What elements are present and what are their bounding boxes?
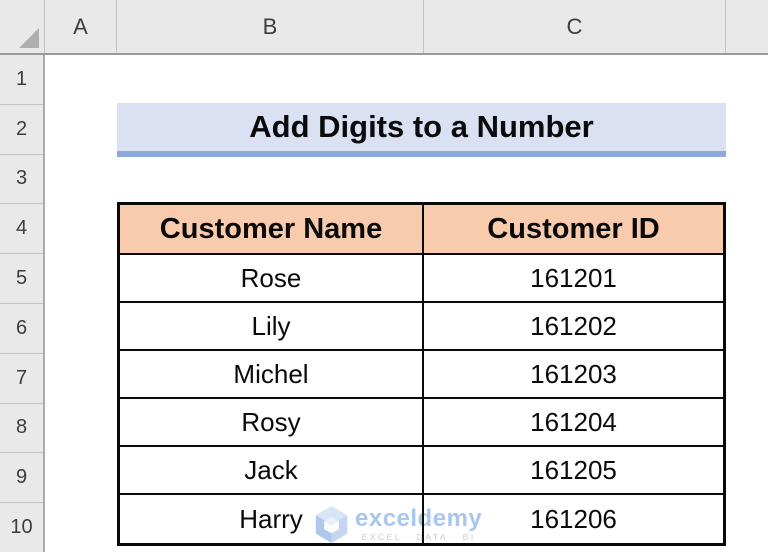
row-header-3[interactable]: 3 [0,155,43,205]
column-header-a[interactable]: A [45,0,117,53]
row-header-4[interactable]: 4 [0,204,43,255]
column-header-row: A B C [0,0,768,55]
row-header-1[interactable]: 1 [0,55,43,105]
cell-customer-name[interactable]: Rosy [120,399,424,445]
row-header-8[interactable]: 8 [0,404,43,454]
row-header-6[interactable]: 6 [0,304,43,354]
cell-customer-name[interactable]: Michel [120,351,424,397]
cell-customer-id[interactable]: 161203 [530,358,617,389]
watermark-brand: exceldemy [355,504,483,532]
cell-customer-name[interactable]: Rose [120,255,424,301]
select-all-corner[interactable] [0,0,45,53]
cell-customer-id[interactable]: 161202 [530,310,617,341]
cell-customer-id[interactable]: 161204 [530,406,617,437]
row-header-9[interactable]: 9 [0,453,43,504]
select-all-triangle-icon [19,28,39,48]
table-header-customer-name[interactable]: Customer Name [120,205,424,253]
table-header-customer-id[interactable]: Customer ID [487,212,660,245]
table-row: Lily 161202 [120,303,723,351]
cell-customer-name[interactable]: Harry [120,495,424,543]
table-row: Harry 161206 [120,495,723,543]
watermark: exceldemy EXCEL · DATA · BI [313,502,482,546]
column-header-c[interactable]: C [424,0,726,53]
table-row: Michel 161203 [120,351,723,399]
row-header-5[interactable]: 5 [0,254,43,304]
watermark-tagline: EXCEL · DATA · BI [361,531,476,542]
cell-customer-id[interactable]: 161201 [530,262,617,293]
row-header-2[interactable]: 2 [0,105,43,155]
row-header-10[interactable]: 10 [10,516,33,539]
table-header-row: Customer Name Customer ID [120,205,723,255]
row-header-column: 1 2 3 4 5 6 7 8 9 10 [0,55,45,552]
table-row: Rosy 161204 [120,399,723,447]
watermark-text: exceldemy EXCEL · DATA · BI [355,504,483,542]
column-header-b[interactable]: B [117,0,424,53]
table-row: Rose 161201 [120,255,723,303]
column-header-partial[interactable] [726,0,768,53]
cell-customer-name[interactable]: Lily [120,303,424,349]
title-cell[interactable]: Add Digits to a Number [117,103,726,157]
row-header-7[interactable]: 7 [0,354,43,404]
exceldemy-logo-icon [315,505,348,543]
cell-customer-id[interactable]: 161206 [530,503,617,534]
table-row: Jack 161205 [120,447,723,495]
customer-table: Customer Name Customer ID Rose 161201 Li… [117,202,726,546]
cell-customer-name[interactable]: Jack [120,447,424,493]
cell-customer-id[interactable]: 161205 [530,454,617,485]
